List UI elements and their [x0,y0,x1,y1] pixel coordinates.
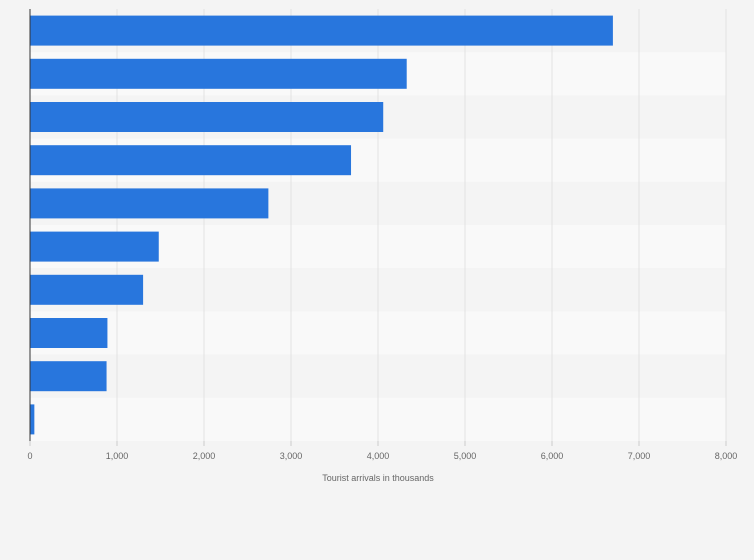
x-tick-label: 8,000 [715,451,738,461]
bar[interactable] [30,102,384,132]
bar[interactable] [30,404,35,435]
x-tick-label: 3,000 [280,451,303,461]
x-axis-ticks: 0 1,000 2,000 3,000 4,000 5,000 6,000 7,000 8,00… [27,441,737,461]
bars [30,15,613,435]
bar[interactable] [30,274,144,305]
x-tick-label: 5,000 [454,451,477,461]
bar[interactable] [30,188,269,219]
x-tick-label: 2,000 [193,451,216,461]
x-tick-label: 6,000 [541,451,564,461]
x-tick-label: 7,000 [628,451,651,461]
x-tick-label: 4,000 [367,451,390,461]
bar[interactable] [30,318,108,348]
bar[interactable] [30,361,107,392]
x-axis-title: Tourist arrivals in thousands [322,473,434,483]
bar[interactable] [30,231,159,262]
bar[interactable] [30,145,352,176]
x-tick-label: 0 [27,451,32,461]
bar[interactable] [30,15,613,46]
x-tick-label: 1,000 [106,451,129,461]
bar[interactable] [30,58,407,89]
